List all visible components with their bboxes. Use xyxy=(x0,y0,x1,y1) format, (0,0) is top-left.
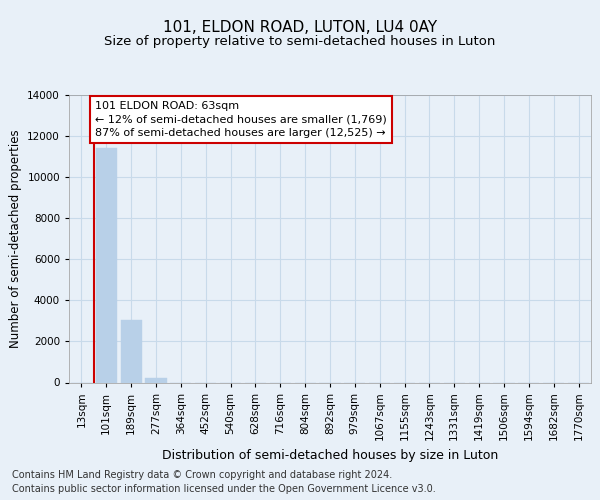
Text: Contains public sector information licensed under the Open Government Licence v3: Contains public sector information licen… xyxy=(12,484,436,494)
X-axis label: Distribution of semi-detached houses by size in Luton: Distribution of semi-detached houses by … xyxy=(162,448,498,462)
Text: 101 ELDON ROAD: 63sqm
← 12% of semi-detached houses are smaller (1,769)
87% of s: 101 ELDON ROAD: 63sqm ← 12% of semi-deta… xyxy=(95,101,387,138)
Text: Size of property relative to semi-detached houses in Luton: Size of property relative to semi-detach… xyxy=(104,35,496,48)
Y-axis label: Number of semi-detached properties: Number of semi-detached properties xyxy=(8,130,22,348)
Text: Contains HM Land Registry data © Crown copyright and database right 2024.: Contains HM Land Registry data © Crown c… xyxy=(12,470,392,480)
Bar xyxy=(121,320,142,382)
Text: 101, ELDON ROAD, LUTON, LU4 0AY: 101, ELDON ROAD, LUTON, LU4 0AY xyxy=(163,20,437,35)
Bar xyxy=(96,148,117,382)
Bar xyxy=(145,378,167,382)
